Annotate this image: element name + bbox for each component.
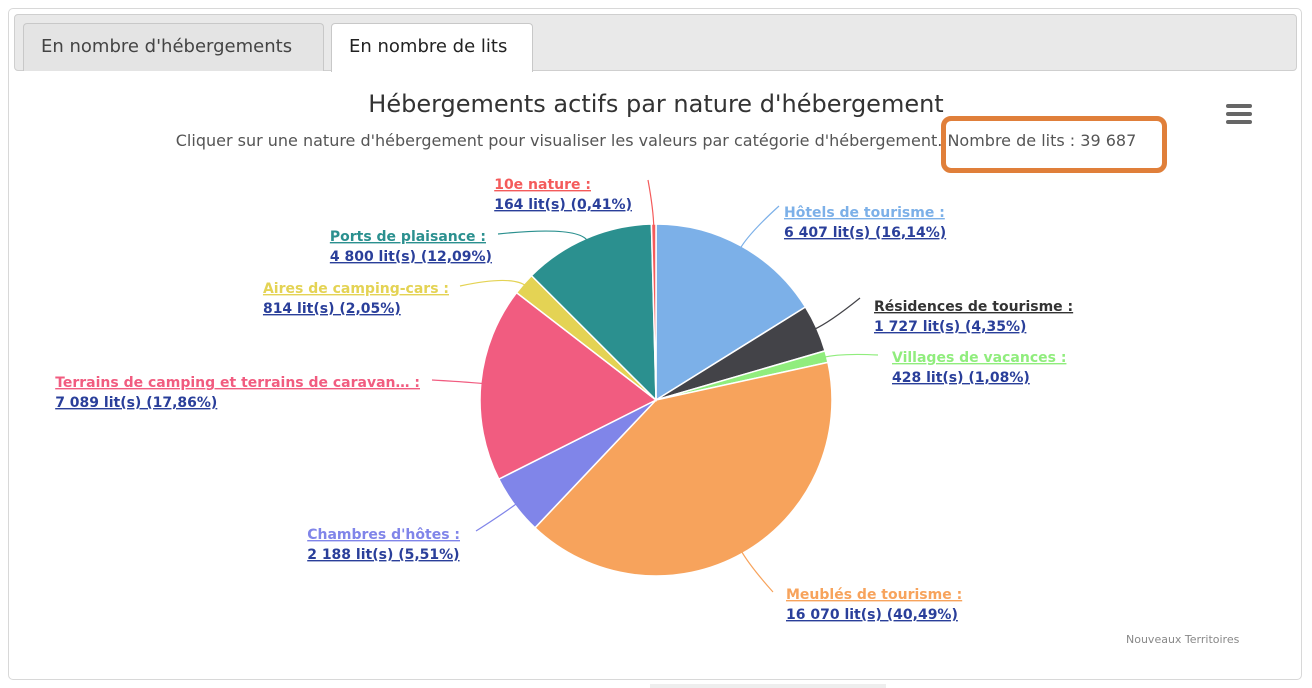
slice-label-name[interactable]: Chambres d'hôtes : <box>307 527 460 543</box>
slice-label-name[interactable]: Hôtels de tourisme : <box>784 205 945 221</box>
slice-connector <box>431 379 485 385</box>
slice-label-value[interactable]: 428 lit(s) (1,08%) <box>892 370 1030 386</box>
slice-label-value[interactable]: 1 727 lit(s) (4,35%) <box>874 319 1026 335</box>
slice-label-name[interactable]: 10e nature : <box>494 177 591 193</box>
chart-credits[interactable]: Nouveaux Territoires <box>1126 633 1240 646</box>
slice-label-value[interactable]: 2 188 lit(s) (5,51%) <box>307 547 459 563</box>
slice-label-name[interactable]: Résidences de tourisme : <box>874 299 1073 315</box>
slice-connector <box>740 549 774 593</box>
slice-connector <box>812 297 861 331</box>
slice-connector <box>647 179 655 229</box>
slice-connector <box>459 279 528 287</box>
slice-connector <box>738 205 780 250</box>
total-highlight-box <box>941 116 1167 173</box>
slice-connector <box>822 353 879 359</box>
tab-hebergements[interactable]: En nombre d'hébergements <box>23 23 324 71</box>
total-beds: Nombre de lits : 39 687 <box>947 131 1137 150</box>
slice-label-name[interactable]: Meublés de tourisme : <box>786 587 962 603</box>
pie-slice[interactable] <box>530 223 657 402</box>
slice-label-value[interactable]: 6 407 lit(s) (16,14%) <box>784 225 946 241</box>
slice-connector <box>497 230 589 243</box>
hamburger-menu-icon[interactable] <box>1226 104 1252 126</box>
chart-title: Hébergements actifs par nature d'héberge… <box>368 90 944 118</box>
chart-subtitle: Cliquer sur une nature d'hébergement pou… <box>0 131 1312 150</box>
slice-label-value[interactable]: 814 lit(s) (2,05%) <box>263 301 401 317</box>
slice-label-name[interactable]: Aires de camping-cars : <box>263 281 449 297</box>
slice-label-name[interactable]: Terrains de camping et terrains de carav… <box>55 375 420 391</box>
slice-label-value[interactable]: 4 800 lit(s) (12,09%) <box>330 249 492 265</box>
slice-label-name[interactable]: Villages de vacances : <box>892 350 1066 366</box>
slice-label-value[interactable]: 7 089 lit(s) (17,86%) <box>55 395 217 411</box>
subtitle-instruction: Cliquer sur une nature d'hébergement pou… <box>175 131 943 150</box>
slice-label-value[interactable]: 164 lit(s) (0,41%) <box>494 197 632 213</box>
slice-connector <box>475 502 519 532</box>
bottom-divider <box>650 684 886 688</box>
tab-lits[interactable]: En nombre de lits <box>331 23 533 72</box>
tab-bar: En nombre d'hébergements En nombre de li… <box>14 14 1297 72</box>
slice-label-value[interactable]: 16 070 lit(s) (40,49%) <box>786 607 958 623</box>
slice-label-name[interactable]: Ports de plaisance : <box>330 229 486 245</box>
